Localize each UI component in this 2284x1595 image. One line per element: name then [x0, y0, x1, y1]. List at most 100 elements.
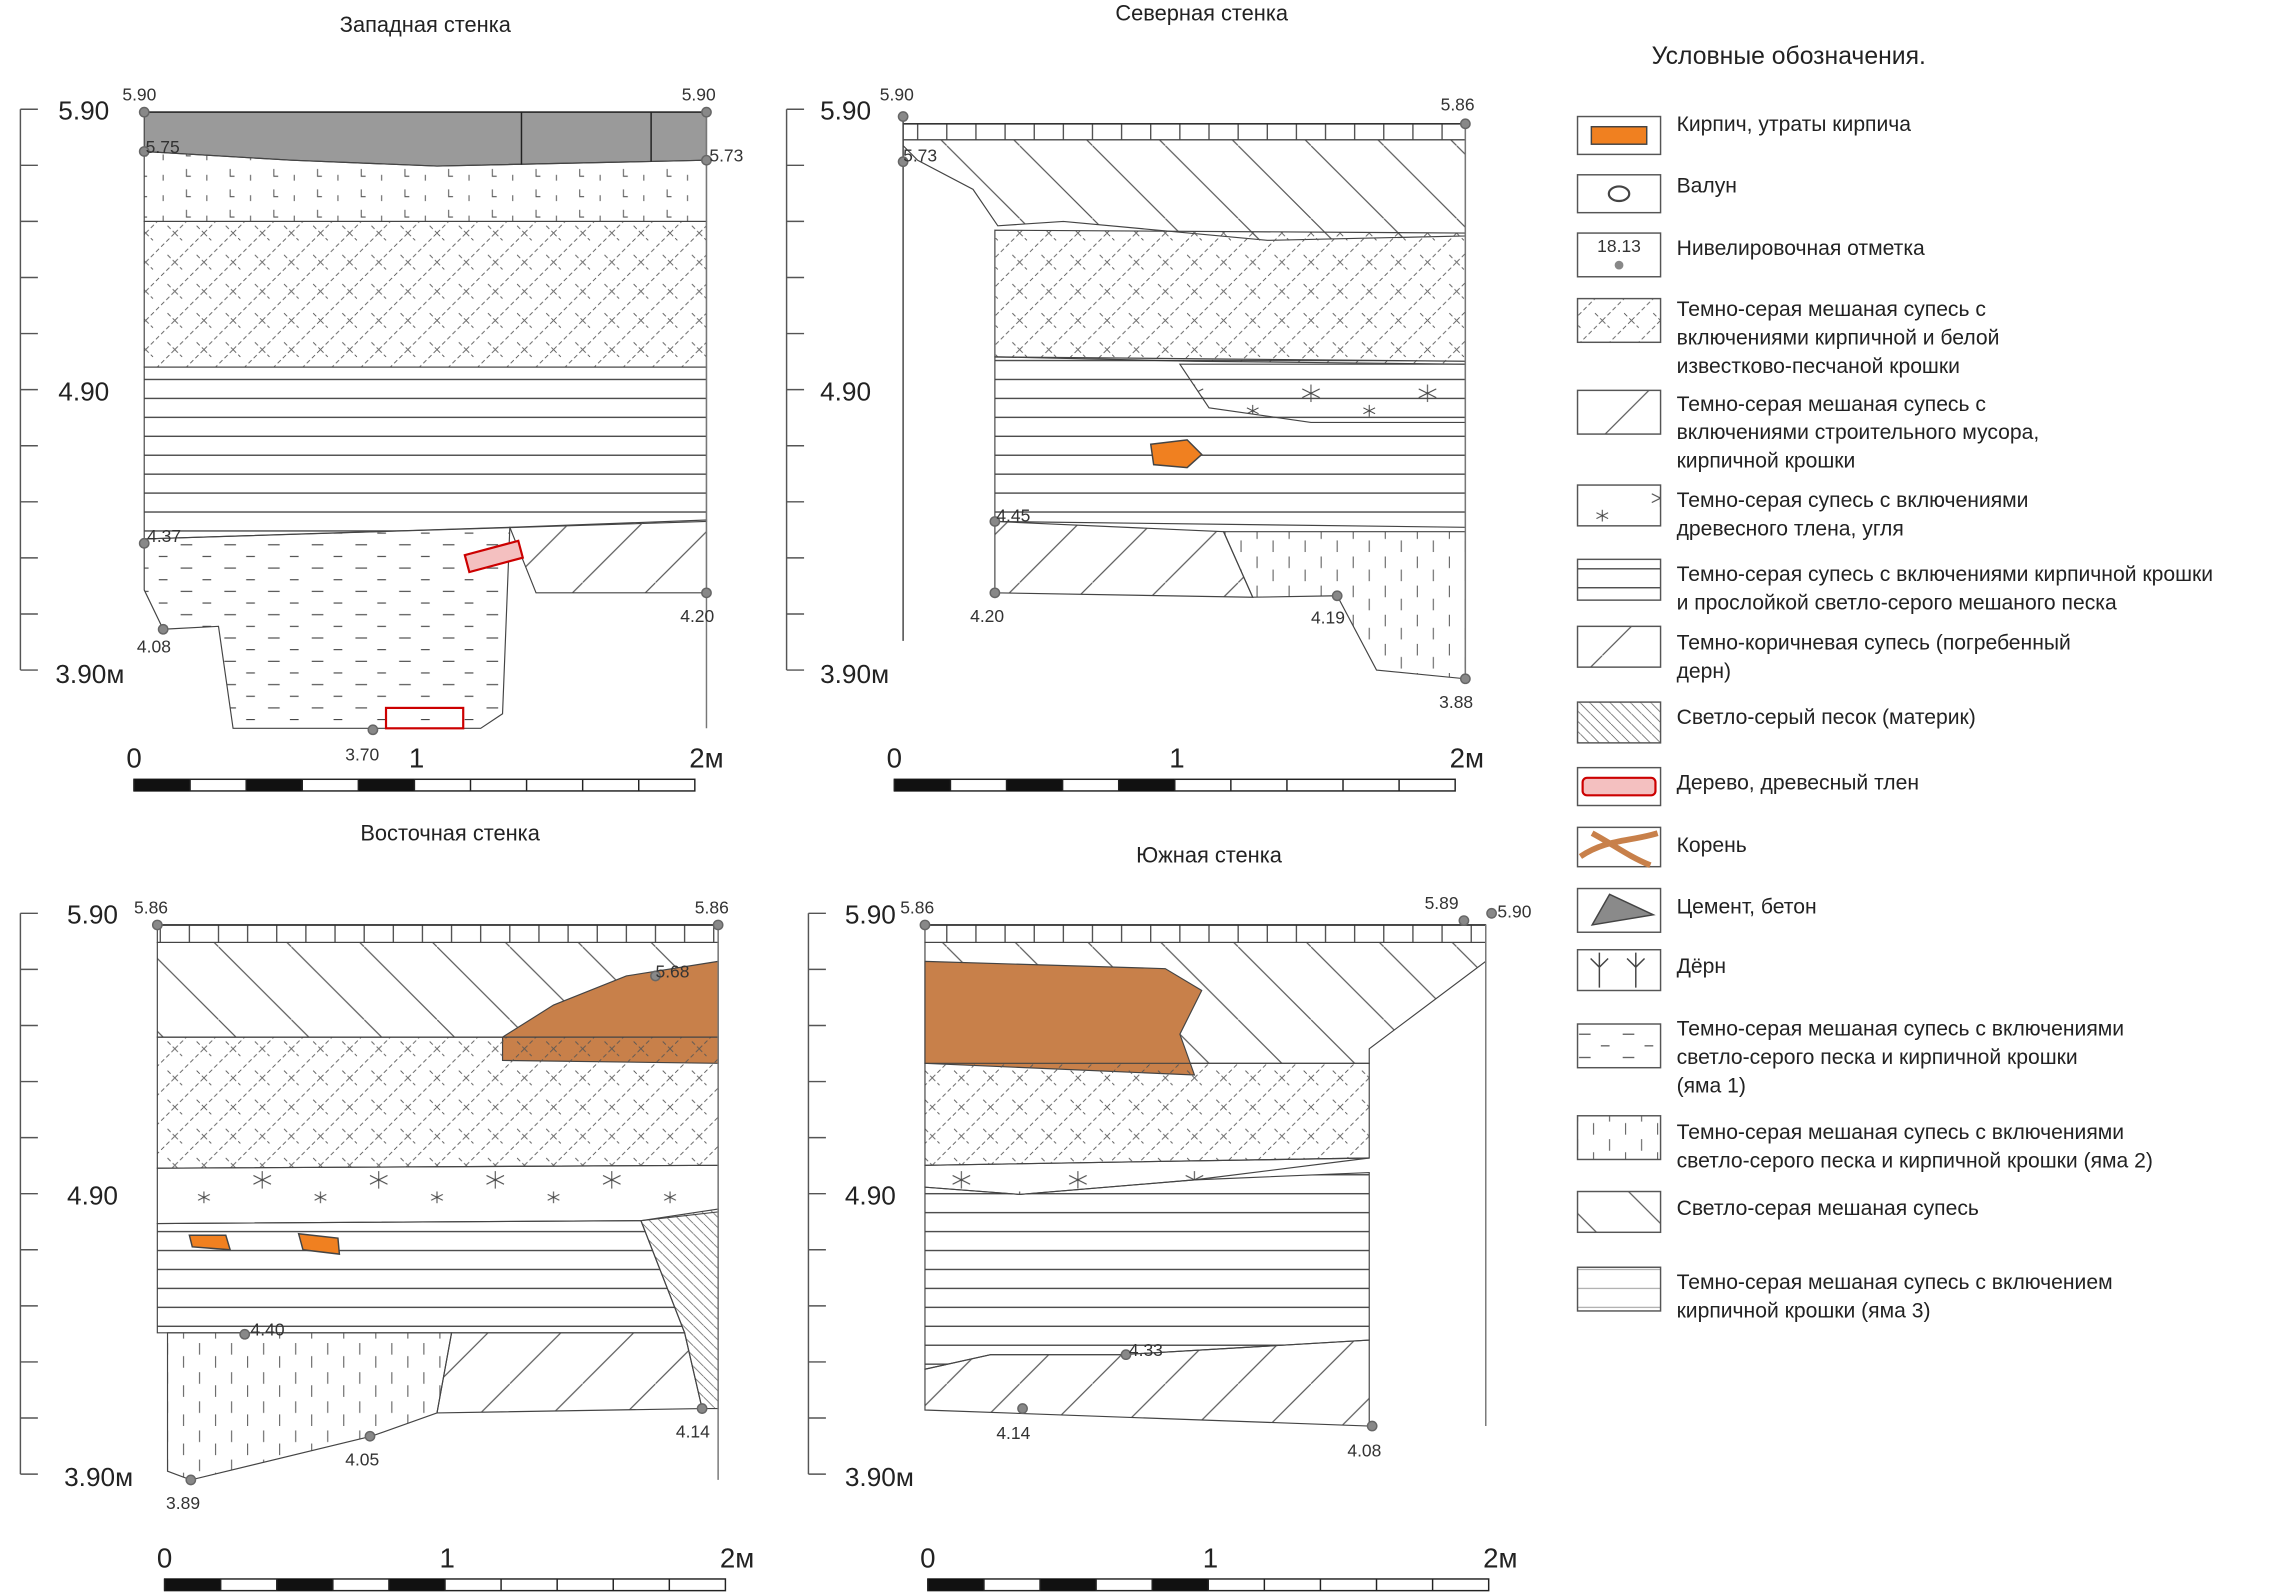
legend-text: Темно-серая мешаная супесь с включениями — [1677, 1121, 2124, 1144]
elevation-point — [1459, 673, 1471, 685]
legend-symbol — [1576, 1023, 1662, 1069]
legend-brick — [1590, 125, 1648, 145]
layer — [156, 924, 719, 944]
elevation-label: 3.70 — [345, 744, 379, 764]
panel-title: Восточная стенка — [360, 820, 540, 845]
legend-text: известково-песчаной крошки — [1677, 355, 1960, 378]
scale-segment — [1040, 1578, 1097, 1591]
scale-segment — [164, 1578, 221, 1591]
legend-point — [1614, 260, 1624, 270]
legend-text: включениями строительного мусора, — [1677, 421, 2040, 444]
scale-label: 1 — [1203, 1542, 1218, 1573]
elevation-point — [364, 1430, 376, 1442]
legend-text: Темно-серая мешаная супесь с включением — [1677, 1271, 2113, 1294]
legend-symbol — [1576, 558, 1662, 601]
layer — [924, 1339, 1370, 1427]
legend-text: Темно-серая супесь с включениями — [1677, 489, 2029, 512]
legend-text: Дерево, древесный тлен — [1677, 771, 1919, 794]
layer — [1222, 531, 1466, 680]
legend-text: Цемент, бетон — [1677, 895, 1817, 918]
depth-label: 4.90 — [67, 1181, 118, 1211]
scale-segment — [134, 779, 191, 791]
elevation-point — [138, 106, 150, 118]
elevation-label: 5.90 — [122, 85, 156, 105]
scale-label: 0 — [157, 1542, 172, 1573]
elevation-label: 4.05 — [345, 1449, 379, 1469]
layer — [436, 1332, 703, 1414]
legend-text: Валун — [1677, 174, 1737, 197]
elevation-point — [712, 919, 724, 931]
layer — [143, 220, 708, 368]
elevation-label: 5.68 — [655, 961, 689, 981]
legend-wood — [1581, 776, 1657, 797]
layer — [143, 526, 511, 729]
scale-label: 0 — [920, 1542, 935, 1573]
legend-text: Светло-серый песок (материк) — [1677, 706, 1976, 729]
elevation-point — [138, 537, 150, 549]
elevation-point — [185, 1474, 197, 1486]
layer — [924, 924, 1487, 944]
scale-segment — [246, 779, 303, 791]
panel-title: Западная стенка — [340, 12, 512, 37]
depth-label: 4.90 — [58, 377, 109, 407]
legend-text: Темно-серая мешаная супесь с — [1677, 393, 1986, 416]
legend-cement — [1590, 893, 1656, 926]
elevation-point — [1331, 590, 1343, 602]
elevation-point — [1120, 1349, 1132, 1361]
legend-text: Темно-серая супесь с включениями кирпичн… — [1677, 563, 2213, 586]
elevation-point — [650, 970, 661, 982]
layer — [924, 1062, 1370, 1166]
depth-label: 5.90 — [58, 95, 109, 125]
elevation-point — [151, 919, 163, 931]
legend-symbol — [1576, 1266, 1662, 1312]
elevation-label: 4.08 — [137, 637, 171, 657]
elevation-point — [989, 516, 1001, 527]
elevation-label: 5.90 — [682, 85, 716, 105]
elevation-point — [897, 111, 909, 122]
elevation-label: 4.40 — [251, 1320, 285, 1340]
scale-segment — [358, 779, 415, 791]
elevation-point — [701, 106, 712, 118]
elevation-point — [897, 156, 909, 168]
legend-root — [1578, 830, 1659, 868]
elevation-label: 5.86 — [695, 897, 729, 917]
depth-label: 4.90 — [820, 377, 871, 407]
legend-symbol-label: 18.13 — [1597, 236, 1641, 256]
wall-profile: Западная стенка 5.90 4.90 3.90м 5.90 5.90 5.75… — [19, 12, 743, 792]
legend-symbol — [1576, 297, 1662, 344]
legend-text: Кирпич, утраты кирпича — [1677, 113, 1912, 136]
elevation-label: 4.14 — [996, 1423, 1030, 1443]
legend-text: кирпичной крошки — [1677, 450, 1856, 473]
legend-title: Условные обозначения. — [1652, 43, 1926, 70]
scale-segment — [927, 1578, 984, 1591]
elevation-label: 4.20 — [680, 606, 714, 626]
panel-title: Южная стенка — [1136, 842, 1283, 867]
layer — [902, 139, 1466, 241]
elevation-point — [989, 587, 1001, 599]
layer — [994, 229, 1466, 365]
elevation-label: 4.20 — [970, 606, 1004, 626]
legend-text: Корень — [1677, 834, 1747, 857]
elevation-point — [696, 1403, 708, 1414]
layer — [902, 123, 1466, 141]
wall-profile: Южная стенка 5.90 4.90 3.90м 5.86 5.89 5.90 4.3… — [807, 842, 1532, 1592]
brick — [188, 1234, 232, 1251]
elevation-label: 5.86 — [134, 897, 168, 917]
depth-label: 4.90 — [845, 1181, 896, 1211]
layer — [166, 1332, 453, 1481]
depth-label: 5.90 — [845, 899, 896, 929]
elevation-label: 4.37 — [147, 526, 181, 546]
layer — [156, 1220, 686, 1334]
elevation-label: 4.33 — [1129, 1340, 1163, 1360]
scale-segment — [1006, 779, 1063, 791]
scale-label: 1 — [409, 743, 424, 774]
elevation-point — [1458, 915, 1470, 926]
elevation-point — [367, 724, 379, 736]
brick — [297, 1232, 341, 1255]
legend-text: Нивелировочная отметка — [1677, 237, 1925, 260]
wall-profile: Восточная стенка 5.90 4.90 3.90м 5.86 5.86 5.6… — [19, 820, 754, 1592]
elevation-label: 3.89 — [166, 1493, 200, 1513]
scale-segment — [388, 1578, 446, 1591]
elevation-point — [138, 146, 150, 157]
legend-text: и прослойкой светло-серого мешаного песк… — [1677, 592, 2117, 615]
